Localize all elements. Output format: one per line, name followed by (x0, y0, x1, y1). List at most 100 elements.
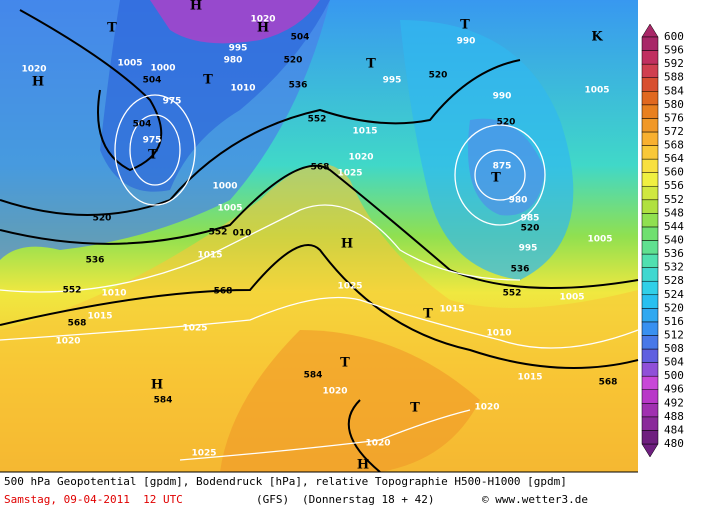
footer-run: (Donnerstag 18 + 42) (302, 493, 434, 506)
legend-label: 492 (664, 396, 684, 409)
map-label: 995 (229, 44, 248, 54)
legend-label: 580 (664, 98, 684, 111)
legend-label: 556 (664, 179, 684, 192)
map-label: 990 (493, 92, 512, 102)
map-label: 1005 (217, 204, 242, 214)
footer-model: (GFS) (256, 493, 289, 506)
map-label: 1005 (117, 59, 142, 69)
map-label: 520 (497, 118, 516, 128)
legend-label: 564 (664, 152, 684, 165)
legend-label: 592 (664, 57, 684, 70)
legend-swatch (641, 36, 659, 51)
legend-swatch (641, 50, 659, 65)
map-label: 504 (291, 33, 310, 43)
legend-label: 572 (664, 125, 684, 138)
color-legend: 4804844884924965005045085125165205245285… (641, 23, 684, 458)
legend-swatch (641, 91, 659, 106)
legend-label: 488 (664, 410, 684, 423)
map-label: 1005 (559, 293, 584, 303)
map-label: 980 (509, 196, 528, 206)
map-label: 1020 (21, 65, 46, 75)
map-label: H (190, 0, 202, 14)
map-label: 536 (289, 81, 308, 91)
map-label: 875 (493, 162, 512, 172)
footer-description: 500 hPa Geopotential [gpdm], Bodendruck … (4, 475, 567, 488)
map-label: H (32, 75, 44, 90)
legend-swatch (641, 389, 659, 404)
map-label: 520 (93, 214, 112, 224)
footer: 500 hPa Geopotential [gpdm], Bodendruck … (0, 471, 704, 513)
map-label: 1025 (337, 282, 362, 292)
legend-label: 588 (664, 71, 684, 84)
map-label: 504 (133, 120, 152, 130)
map-label: H (151, 378, 163, 393)
map-label: 1025 (191, 449, 216, 459)
legend-label: 480 (664, 437, 684, 450)
legend-label: 596 (664, 44, 684, 57)
map-label: 504 (143, 76, 162, 86)
legend-swatch (641, 253, 659, 268)
map-label: 1015 (352, 127, 377, 137)
map-label: 995 (519, 244, 538, 254)
map-label: 1020 (322, 387, 347, 397)
map-label: 1025 (337, 169, 362, 179)
legend-swatch (641, 280, 659, 296)
legend-swatch (641, 240, 659, 255)
map-label: H (341, 237, 353, 252)
legend-label: 536 (664, 247, 684, 260)
legend-swatch (641, 63, 659, 78)
legend-swatch (641, 321, 659, 336)
map-label: 980 (224, 56, 243, 66)
legend-label: 576 (664, 111, 684, 124)
legend-swatch (641, 77, 659, 92)
map-label: 536 (511, 265, 530, 275)
map-label: T (148, 148, 158, 163)
legend-label: 544 (664, 220, 684, 233)
map-label: 520 (521, 224, 540, 234)
map (0, 0, 639, 473)
map-label: K (591, 30, 603, 45)
legend-swatch (641, 213, 659, 228)
legend-swatch (641, 172, 659, 187)
map-label: T (423, 307, 433, 322)
map-label: 010 (233, 229, 252, 239)
map-label: 1015 (197, 251, 222, 261)
legend-swatch (641, 158, 659, 173)
legend-label: 512 (664, 328, 684, 341)
map-label: T (340, 356, 350, 371)
map-label: 1025 (182, 324, 207, 334)
legend-label: 504 (664, 356, 684, 369)
legend-label: 548 (664, 206, 684, 219)
legend-label: 516 (664, 315, 684, 328)
legend-swatch (641, 145, 659, 160)
legend-swatch (641, 104, 659, 119)
legend-label: 540 (664, 234, 684, 247)
legend-swatch (641, 199, 659, 214)
legend-swatch (641, 308, 659, 323)
footer-date: Samstag, 09-04-2011 12 UTC (4, 493, 183, 506)
map-label: 568 (68, 319, 87, 329)
map-label: 1015 (87, 312, 112, 322)
map-label: 568 (311, 163, 330, 173)
legend-label: 484 (664, 423, 684, 436)
map-label: 990 (457, 37, 476, 47)
legend-label: 524 (664, 288, 684, 301)
legend-swatch (641, 362, 659, 377)
legend-swatch (641, 185, 659, 201)
legend-label: 500 (664, 369, 684, 382)
legend-label: 532 (664, 261, 684, 274)
legend-label: 528 (664, 274, 684, 287)
map-label: 1010 (101, 289, 126, 299)
map-label: 584 (154, 396, 173, 406)
legend-swatch (641, 131, 659, 146)
map-label: 975 (143, 136, 162, 146)
map-label: T (366, 57, 376, 72)
legend-label: 496 (664, 383, 684, 396)
legend-swatch (641, 294, 659, 309)
map-label: T (203, 73, 213, 88)
map-label: 1020 (348, 153, 373, 163)
map-label: 1020 (55, 337, 80, 347)
legend-label: 520 (664, 301, 684, 314)
